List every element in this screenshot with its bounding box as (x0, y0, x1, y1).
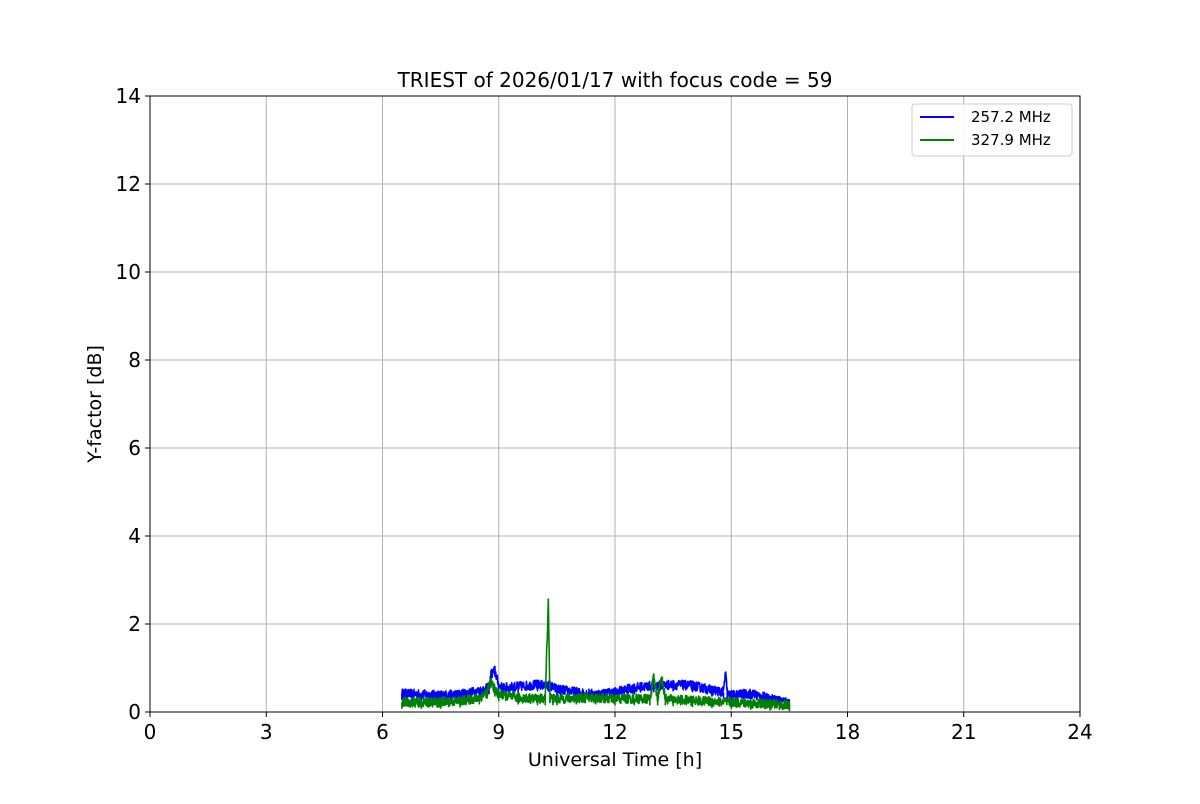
y-tick-label: 2 (128, 612, 141, 636)
series-area (401, 598, 791, 712)
y-tick-label: 4 (128, 524, 141, 548)
x-tick-label: 18 (835, 720, 860, 744)
y-axis-label: Y-factor [dB] (84, 345, 106, 464)
x-tick-label: 12 (602, 720, 627, 744)
x-tick-label: 0 (144, 720, 157, 744)
y-tick-label: 6 (128, 436, 141, 460)
x-tick-label: 21 (951, 720, 976, 744)
y-tick-label: 8 (128, 348, 141, 372)
grid (149, 95, 1081, 713)
x-axis-label: Universal Time [h] (528, 749, 702, 771)
x-tick-label: 24 (1067, 720, 1092, 744)
x-tick-label: 9 (492, 720, 505, 744)
y-tick-label: 14 (116, 84, 141, 108)
y-tick-label: 12 (116, 172, 141, 196)
y-tick-label: 10 (116, 260, 141, 284)
legend-label-327-9-mhz: 327.9 MHz (971, 131, 1051, 149)
legend-label-257-2-mhz: 257.2 MHz (971, 108, 1051, 126)
chart-title: TRIEST of 2026/01/17 with focus code = 5… (397, 68, 833, 92)
x-tick-label: 3 (260, 720, 273, 744)
series-line-327-9-mhz (401, 598, 791, 712)
x-tick-label: 6 (376, 720, 389, 744)
legend: 257.2 MHz 327.9 MHz (911, 103, 1073, 157)
y-tick-label: 0 (128, 700, 141, 724)
x-tick-label: 15 (719, 720, 744, 744)
